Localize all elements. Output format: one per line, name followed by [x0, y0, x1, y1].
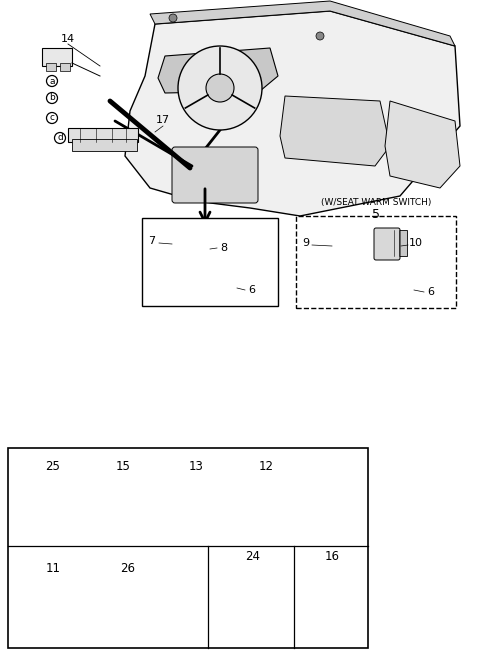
Text: 6: 6	[249, 285, 255, 295]
Bar	[125, 483, 137, 488]
Bar	[198, 483, 210, 488]
Text: 13: 13	[189, 461, 204, 474]
Text: c: c	[216, 551, 221, 561]
Text: b: b	[49, 94, 55, 102]
Bar	[72, 139, 137, 151]
FancyBboxPatch shape	[234, 580, 268, 608]
Bar	[313, 585, 349, 609]
Text: 4: 4	[203, 220, 211, 233]
Text: 26: 26	[120, 562, 135, 575]
FancyBboxPatch shape	[194, 484, 214, 510]
Circle shape	[206, 74, 234, 102]
Text: e: e	[301, 551, 307, 561]
PathPatch shape	[150, 1, 455, 46]
Text: 16: 16	[324, 550, 339, 562]
Circle shape	[316, 32, 324, 40]
Bar	[8, 448, 368, 648]
Text: 8: 8	[220, 243, 228, 253]
PathPatch shape	[125, 11, 460, 216]
Bar	[46, 63, 56, 71]
Bar	[391, 230, 407, 256]
Bar	[347, 587, 361, 607]
Text: 14: 14	[61, 34, 75, 44]
Text: 11: 11	[46, 562, 60, 575]
Bar	[142, 218, 278, 306]
FancyBboxPatch shape	[172, 147, 258, 203]
Text: d: d	[57, 134, 63, 142]
FancyBboxPatch shape	[51, 484, 71, 510]
PathPatch shape	[280, 96, 390, 166]
Bar	[35, 590, 53, 604]
Circle shape	[178, 46, 262, 130]
Text: 17: 17	[156, 115, 170, 125]
Bar	[42, 48, 72, 66]
PathPatch shape	[385, 101, 460, 188]
FancyBboxPatch shape	[244, 488, 266, 506]
FancyBboxPatch shape	[374, 228, 400, 260]
Text: 25: 25	[46, 461, 60, 474]
Text: c: c	[49, 113, 55, 123]
FancyBboxPatch shape	[350, 222, 374, 250]
FancyBboxPatch shape	[349, 276, 408, 298]
Bar	[60, 63, 70, 71]
FancyBboxPatch shape	[174, 488, 196, 506]
FancyBboxPatch shape	[51, 585, 69, 609]
Bar	[194, 281, 232, 291]
FancyBboxPatch shape	[31, 488, 53, 506]
Bar	[268, 483, 280, 488]
Bar	[55, 483, 67, 488]
FancyBboxPatch shape	[101, 488, 123, 506]
Text: 10: 10	[409, 238, 423, 248]
Bar	[358, 283, 396, 293]
Bar	[296, 216, 456, 308]
Text: 6: 6	[428, 287, 434, 297]
Bar	[129, 582, 140, 587]
Bar	[68, 128, 138, 142]
Text: 15: 15	[116, 461, 131, 474]
Bar	[332, 223, 348, 251]
Text: a: a	[49, 77, 55, 85]
Text: (W/SEAT WARM SWITCH): (W/SEAT WARM SWITCH)	[321, 197, 431, 207]
Text: a: a	[16, 453, 22, 463]
FancyBboxPatch shape	[264, 484, 284, 510]
Circle shape	[169, 14, 177, 22]
Bar	[261, 588, 273, 602]
Text: 5: 5	[372, 207, 380, 220]
Text: 24: 24	[245, 550, 261, 562]
Bar	[112, 586, 128, 608]
Bar	[172, 221, 188, 249]
Text: 12: 12	[259, 461, 274, 474]
FancyBboxPatch shape	[185, 274, 244, 296]
FancyBboxPatch shape	[190, 220, 214, 248]
Text: 7: 7	[148, 236, 156, 246]
FancyBboxPatch shape	[126, 583, 144, 611]
Text: 9: 9	[302, 238, 310, 248]
Text: b: b	[16, 551, 22, 561]
PathPatch shape	[158, 48, 278, 93]
FancyBboxPatch shape	[121, 484, 141, 510]
